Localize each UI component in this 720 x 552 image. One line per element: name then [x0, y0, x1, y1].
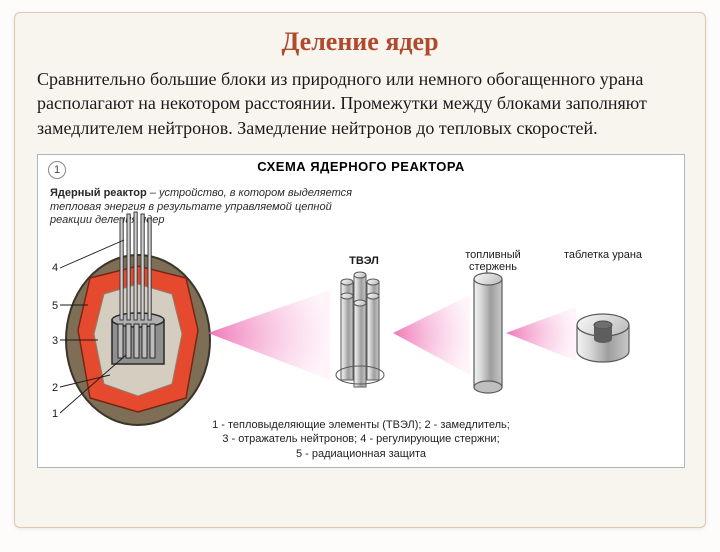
beam-3: [506, 307, 576, 361]
figure-caption: 1 - тепловыделяющие элементы (ТВЭЛ); 2 -…: [38, 418, 684, 461]
beam-1: [208, 290, 330, 380]
slide-card: Деление ядер Сравнительно большие блоки …: [14, 12, 706, 528]
reactor-figure: 1 СХЕМА ЯДЕРНОГО РЕАКТОРА Ядерный реакто…: [37, 154, 685, 468]
beam-2: [393, 295, 470, 375]
reactor-cross-section: [66, 212, 210, 425]
caption-line-3: 5 - радиационная защита: [38, 447, 684, 461]
caption-line-2: 3 - отражатель нейтронов; 4 - регулирующ…: [38, 432, 684, 446]
svg-text:3: 3: [52, 335, 58, 347]
svg-text:2: 2: [52, 382, 58, 394]
fuel-rod: [474, 273, 502, 393]
caption-line-1: 1 - тепловыделяющие элементы (ТВЭЛ); 2 -…: [38, 418, 684, 432]
svg-text:5: 5: [52, 300, 58, 312]
fuel-assembly: [336, 272, 384, 387]
slide-title: Деление ядер: [15, 13, 705, 67]
slide-body-text: Сравнительно большие блоки из природного…: [15, 67, 705, 140]
uranium-pellet: [577, 314, 629, 362]
svg-text:4: 4: [52, 262, 58, 274]
